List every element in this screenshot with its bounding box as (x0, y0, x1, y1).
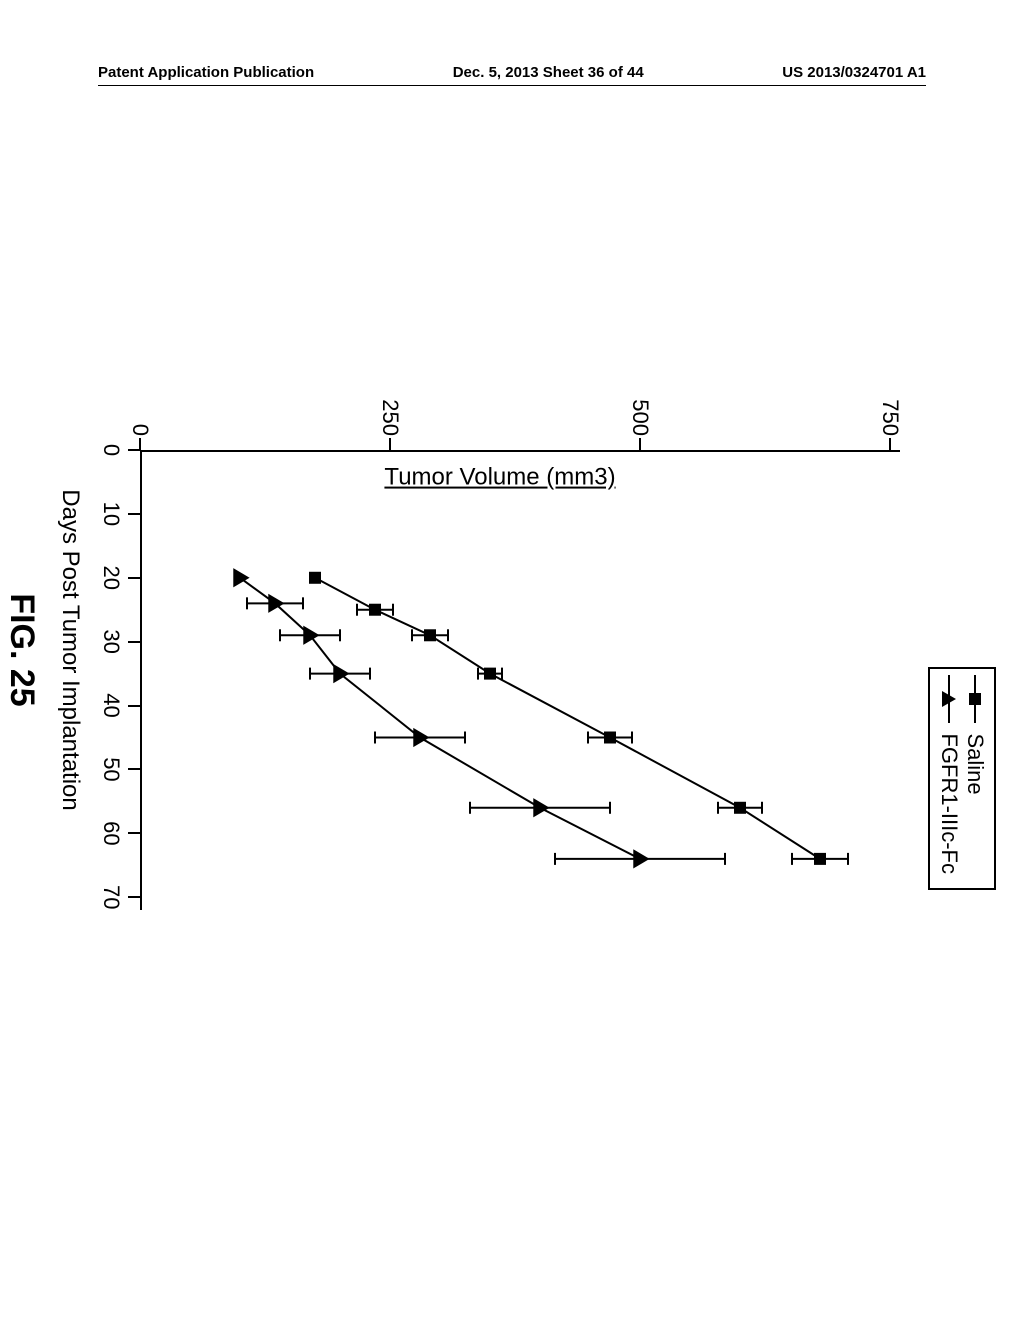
x-tick-label: 40 (98, 693, 124, 717)
x-tick-label: 50 (98, 757, 124, 781)
figure-label: FIG. 25 (2, 593, 41, 706)
x-tick (128, 768, 140, 770)
chart-container: Saline FGFR1-IIIc-Fc Tumor Volume (mm3) … (60, 370, 940, 930)
x-tick-label: 60 (98, 821, 124, 845)
y-tick-label: 0 (127, 424, 153, 436)
triangle-marker-icon (940, 675, 958, 723)
legend-label: Saline (962, 733, 988, 794)
x-tick (128, 705, 140, 707)
x-tick (128, 449, 140, 451)
header-left: Patent Application Publication (98, 64, 314, 81)
x-tick (128, 832, 140, 834)
y-tick (639, 438, 641, 450)
header-right: US 2013/0324701 A1 (782, 64, 926, 81)
y-tick-label: 250 (377, 399, 403, 436)
plot-area: Tumor Volume (mm3) Days Post Tumor Impla… (60, 370, 940, 930)
x-tick-label: 20 (98, 566, 124, 590)
square-marker-icon (966, 675, 984, 723)
x-tick-label: 30 (98, 629, 124, 653)
y-tick-label: 500 (627, 399, 653, 436)
x-tick (128, 513, 140, 515)
header: Patent Application Publication Dec. 5, 2… (98, 64, 926, 86)
header-center: Dec. 5, 2013 Sheet 36 of 44 (453, 64, 644, 81)
legend-item-saline: Saline (962, 675, 988, 874)
x-tick-label: 10 (98, 502, 124, 526)
x-tick (128, 896, 140, 898)
y-tick (389, 438, 391, 450)
chart-svg (60, 370, 940, 930)
x-tick (128, 641, 140, 643)
x-tick-label: 0 (98, 444, 124, 456)
y-tick (889, 438, 891, 450)
x-tick (128, 577, 140, 579)
x-tick-label: 70 (98, 885, 124, 909)
y-tick-label: 750 (877, 399, 903, 436)
